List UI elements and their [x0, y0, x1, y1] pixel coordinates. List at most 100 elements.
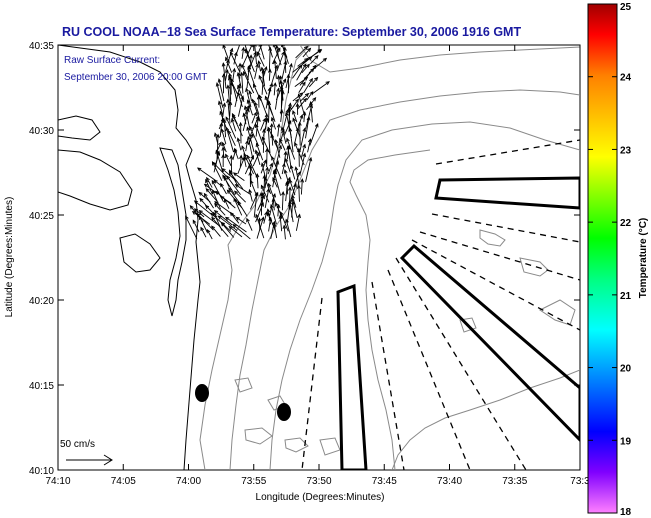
current-vector	[290, 99, 299, 111]
current-vector-head	[226, 98, 230, 104]
current-vector	[297, 98, 307, 110]
current-vector-head	[253, 51, 257, 56]
current-vector-head	[255, 213, 259, 219]
current-vector	[222, 45, 229, 59]
current-vector-head	[232, 114, 236, 120]
current-vector	[247, 136, 254, 160]
current-vector	[275, 202, 283, 218]
current-vector-head	[243, 105, 248, 110]
current-vector	[212, 190, 221, 210]
current-vector	[227, 130, 236, 146]
current-vector	[214, 210, 233, 226]
current-vector-head	[285, 218, 289, 224]
current-vector-head	[243, 152, 248, 158]
current-vector-head	[206, 228, 211, 234]
current-vector	[255, 214, 265, 239]
current-vector-head	[276, 47, 281, 52]
current-vector	[249, 189, 253, 202]
current-vector-head	[265, 117, 269, 122]
current-vector-head	[228, 187, 233, 192]
current-vector-head	[290, 197, 295, 202]
current-vector-head	[215, 82, 220, 87]
current-vector-head	[256, 95, 261, 100]
current-vector-head	[276, 123, 281, 128]
current-vector	[302, 48, 311, 58]
current-vector-head	[231, 112, 236, 118]
current-vector	[236, 217, 247, 225]
y-tick-label: 40:25	[29, 211, 54, 222]
current-vector	[283, 151, 287, 166]
current-vector-head	[221, 62, 226, 67]
current-vector-head	[243, 70, 247, 76]
current-vector	[231, 118, 237, 132]
current-vector-head	[228, 225, 233, 230]
current-vector	[267, 127, 279, 151]
current-vector	[264, 188, 270, 208]
current-vector-head	[272, 169, 277, 175]
current-vector-head	[269, 82, 274, 87]
current-vector	[269, 193, 276, 217]
current-vector-head	[253, 111, 257, 117]
current-vector-head	[268, 46, 273, 51]
current-vector	[273, 45, 282, 66]
current-vector-head	[249, 179, 254, 185]
current-vector-head	[302, 111, 307, 116]
current-vector	[311, 81, 330, 95]
current-vector	[192, 220, 200, 233]
current-vector-head	[248, 188, 253, 194]
x-tick-label: 73:50	[306, 476, 331, 487]
current-vector	[233, 52, 237, 65]
current-vector-head	[287, 104, 292, 110]
current-vector-head	[325, 81, 330, 86]
current-vector-head	[264, 177, 268, 182]
current-vector-head	[193, 208, 199, 213]
current-vector-head	[282, 46, 287, 51]
current-vector-head	[255, 63, 260, 68]
current-vector-head	[267, 126, 272, 131]
station-marker	[277, 403, 291, 421]
current-vector	[218, 79, 225, 102]
current-vector-head	[226, 175, 231, 180]
current-vector-head	[233, 190, 239, 195]
current-vector-head	[272, 45, 277, 48]
x-tick-label: 74:10	[45, 476, 70, 487]
current-vector	[271, 156, 282, 180]
current-vector	[272, 48, 281, 65]
current-vector-head	[288, 102, 292, 107]
current-vector-head	[304, 92, 310, 98]
current-vector-head	[264, 95, 269, 100]
current-vector	[224, 70, 229, 81]
current-vector-head	[221, 73, 226, 78]
current-vector-head	[260, 202, 264, 207]
current-vector	[246, 155, 259, 180]
current-vector-head	[196, 167, 202, 172]
current-vector	[280, 211, 289, 232]
current-vector	[274, 88, 280, 110]
x-tick-label: 73:40	[437, 476, 462, 487]
surface-current-vectors	[185, 40, 330, 240]
current-vector-head	[282, 224, 287, 229]
station-marker	[195, 384, 209, 402]
current-vector	[295, 167, 300, 188]
current-vector	[233, 172, 245, 181]
current-vector	[295, 46, 308, 59]
current-vector-head	[276, 87, 281, 92]
current-vector-head	[314, 54, 319, 60]
x-axis-ticks: 74:10 74:05 74:00 73:55 73:50 73:45 73:40 73:35…	[45, 45, 590, 487]
current-vector-head	[296, 184, 301, 189]
current-vector-head	[274, 64, 279, 70]
current-vector	[246, 127, 255, 153]
current-vector-head	[279, 211, 284, 216]
current-vector-head	[269, 122, 274, 128]
current-vector	[271, 117, 276, 130]
current-vector-head	[232, 67, 237, 73]
current-vector-head	[273, 59, 277, 65]
current-vector-head	[308, 56, 313, 61]
current-vector	[185, 215, 198, 240]
current-vector-head	[243, 40, 246, 43]
current-vector-head	[191, 210, 197, 215]
current-vector	[246, 218, 253, 231]
current-vector	[267, 212, 276, 231]
current-vector-head	[307, 138, 312, 143]
current-vector-head	[297, 213, 301, 219]
